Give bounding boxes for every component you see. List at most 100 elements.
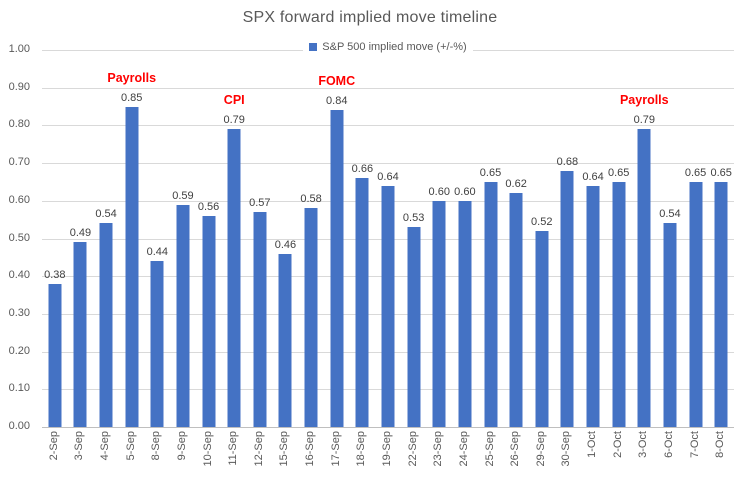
gridline xyxy=(42,163,734,165)
y-tick-label: 0.00 xyxy=(8,420,30,432)
bar-slot: 0.60 xyxy=(452,50,478,427)
x-tick-label: 18-Sep xyxy=(355,431,368,467)
y-tick-label: 0.60 xyxy=(8,193,30,206)
chart-bar-25-Sep xyxy=(484,181,498,427)
x-tick-slot: 15-Sep xyxy=(273,427,299,491)
chart-bar-18-Sep xyxy=(355,178,369,427)
bar-slot: 0.46 xyxy=(273,50,299,427)
chart-bar-4-Sep xyxy=(99,223,113,427)
bar-slot: 0.79 xyxy=(631,50,657,427)
bar-slot: 0.65 xyxy=(683,50,709,427)
bar-value-label: 0.65 xyxy=(479,166,502,179)
chart-bar-19-Sep xyxy=(381,185,395,427)
x-tick-slot: 30-Sep xyxy=(555,427,581,491)
y-tick-label: 0.40 xyxy=(8,269,30,282)
x-tick-slot: 26-Sep xyxy=(503,427,529,491)
y-tick-label: 0.50 xyxy=(8,231,30,244)
bar-slot: 0.56 xyxy=(196,50,222,427)
gridline xyxy=(42,125,734,127)
bar-slot: 0.68 xyxy=(555,50,581,427)
chart-bar-3-Oct xyxy=(637,129,651,427)
x-tick-label: 4-Sep xyxy=(99,431,112,461)
bar-value-label: 0.64 xyxy=(582,170,604,183)
bar-value-label: 0.68 xyxy=(556,155,579,168)
chart-bar-6-Oct xyxy=(663,223,677,427)
bar-slot: 0.53 xyxy=(401,50,427,427)
x-tick-slot: 17-Sep xyxy=(324,427,350,491)
bar-slot: 0.54 xyxy=(93,50,119,427)
chart-bar-3-Sep xyxy=(73,242,87,427)
chart-bar-23-Sep xyxy=(432,200,446,427)
bar-value-label: 0.65 xyxy=(684,166,707,179)
x-tick-label: 2-Oct xyxy=(611,431,624,458)
bar-value-label: 0.57 xyxy=(249,197,271,210)
chart-bar-9-Sep xyxy=(176,204,190,427)
x-tick-slot: 16-Sep xyxy=(298,427,324,491)
bar-slot: 0.38 xyxy=(42,50,68,427)
chart-bar-24-Sep xyxy=(458,200,472,427)
x-tick-slot: 24-Sep xyxy=(452,427,478,491)
x-tick-slot: 3-Oct xyxy=(631,427,657,491)
bar-value-label: 0.56 xyxy=(197,200,220,213)
bar-value-label: 0.60 xyxy=(454,185,476,198)
chart-bar-1-Oct xyxy=(586,185,600,427)
bar-slot: 0.58 xyxy=(298,50,324,427)
bar-slot: 0.65 xyxy=(606,50,632,427)
annotation-payrolls: Payrolls xyxy=(107,70,157,85)
x-tick-label: 16-Sep xyxy=(304,431,317,467)
annotation-payrolls: Payrolls xyxy=(619,93,669,108)
x-tick-label: 7-Oct xyxy=(688,431,701,458)
x-tick-label: 8-Oct xyxy=(714,431,727,458)
x-tick-label: 12-Sep xyxy=(252,431,265,467)
bar-value-label: 0.85 xyxy=(120,91,143,104)
x-tick-label: 30-Sep xyxy=(560,431,573,467)
bar-value-label: 0.46 xyxy=(274,238,297,251)
chart-bar-12-Sep xyxy=(253,212,267,427)
x-tick-label: 2-Sep xyxy=(47,431,60,461)
x-tick-label: 15-Sep xyxy=(278,431,291,467)
x-tick-slot: 3-Sep xyxy=(68,427,94,491)
chart-bar-7-Oct xyxy=(689,181,703,427)
bar-value-label: 0.79 xyxy=(223,114,245,127)
x-tick-slot: 9-Sep xyxy=(170,427,196,491)
bar-value-label: 0.58 xyxy=(300,193,322,206)
x-tick-slot: 4-Sep xyxy=(93,427,119,491)
y-tick-label: 0.10 xyxy=(8,382,30,395)
bar-value-label: 0.60 xyxy=(428,185,450,198)
bar-slot: 0.79 xyxy=(221,50,247,427)
bar-value-label: 0.54 xyxy=(659,208,681,221)
x-tick-label: 11-Sep xyxy=(227,431,240,466)
x-tick-slot: 19-Sep xyxy=(375,427,401,491)
x-tick-label: 25-Sep xyxy=(483,431,496,467)
x-tick-slot: 12-Sep xyxy=(247,427,273,491)
chart-bar-30-Sep xyxy=(560,170,574,427)
x-tick-slot: 6-Oct xyxy=(657,427,683,491)
x-tick-slot: 29-Sep xyxy=(529,427,555,491)
x-axis: 2-Sep 3-Sep 4-Sep 5-Sep 8-Sep 9-Sep 10-Sep 11-S… xyxy=(42,427,734,491)
plot-area: 0.38 0.49 0.54 0.85 0.44 0.59 0.56 0.79 0.57 0.46… xyxy=(42,50,734,428)
x-tick-label: 22-Sep xyxy=(406,431,419,467)
bar-value-label: 0.38 xyxy=(44,268,66,281)
x-axis-line xyxy=(42,427,734,428)
chart-bar-22-Sep xyxy=(407,227,421,427)
chart-bar-26-Sep xyxy=(509,193,523,427)
x-tick-slot: 2-Sep xyxy=(42,427,68,491)
x-tick-slot: 25-Sep xyxy=(478,427,504,491)
bar-slot: 0.66 xyxy=(350,50,376,427)
x-tick-label: 8-Sep xyxy=(150,431,163,461)
x-tick-label: 3-Sep xyxy=(73,431,86,461)
bar-value-label: 0.44 xyxy=(146,246,169,259)
chart-title: SPX forward implied move timeline xyxy=(242,9,498,26)
bar-value-label: 0.53 xyxy=(402,212,425,225)
gridline xyxy=(42,87,734,89)
bar-slot: 0.64 xyxy=(375,50,401,427)
y-tick-label: 0.70 xyxy=(8,156,30,169)
bar-value-label: 0.84 xyxy=(326,95,348,108)
chart-bar-11-Sep xyxy=(227,129,241,427)
x-tick-slot: 18-Sep xyxy=(350,427,376,491)
x-tick-label: 26-Sep xyxy=(509,431,522,467)
bar-value-label: 0.49 xyxy=(69,227,92,240)
chart-bar-29-Sep xyxy=(535,230,549,427)
bar-slot: 0.64 xyxy=(580,50,606,427)
